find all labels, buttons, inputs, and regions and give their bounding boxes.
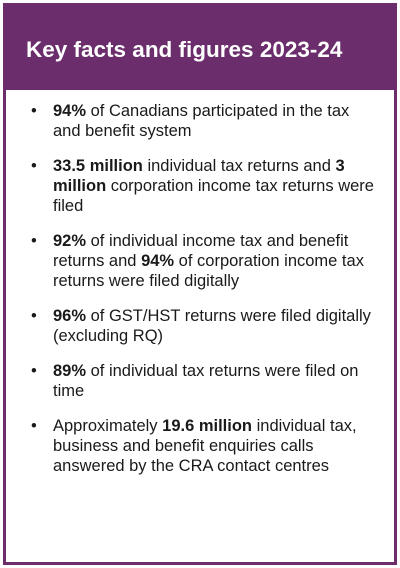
- fact-text: individual tax, business and benefit enq…: [53, 417, 357, 475]
- facts-list: • 94% of Canadians participated in the ta…: [26, 101, 378, 491]
- fact-highlight: 19.6 million: [162, 417, 253, 435]
- bullet-icon: •: [31, 362, 37, 380]
- card-title: Key facts and figures 2023-24: [26, 37, 343, 62]
- fact-item: • 33.5 million individual tax returns and…: [26, 156, 378, 216]
- key-facts-card: Key facts and figures 2023-24 • 94% of Ca…: [3, 3, 397, 565]
- bullet-icon: •: [31, 102, 37, 120]
- bullet-icon: •: [31, 307, 37, 325]
- fact-highlight: 94%: [53, 102, 87, 120]
- fact-highlight: 96%: [53, 307, 87, 325]
- fact-text: of individual income tax and benefit ret…: [53, 232, 349, 270]
- fact-text: Approximately: [53, 417, 163, 435]
- bullet-icon: •: [31, 417, 37, 435]
- fact-item: • 96% of GST/HST returns were filed digit…: [26, 306, 378, 346]
- bullet-icon: •: [31, 232, 37, 250]
- fact-item: • 92% of individual income tax and benefi…: [26, 231, 378, 291]
- fact-highlight: 92%: [53, 232, 87, 250]
- fact-item: • 89% of individual tax returns were file…: [26, 361, 378, 401]
- fact-highlight: 89%: [53, 362, 87, 380]
- fact-text: of individual tax returns were filed on …: [53, 362, 359, 400]
- fact-text: of corporation income tax returns were f…: [53, 252, 364, 290]
- fact-text: corporation income tax returns were file…: [53, 177, 374, 215]
- card-header: Key facts and figures 2023-24: [6, 6, 394, 90]
- fact-item: • 94% of Canadians participated in the ta…: [26, 101, 378, 141]
- fact-text: of GST/HST returns were filed digitally …: [53, 307, 371, 345]
- bullet-icon: •: [31, 157, 37, 175]
- fact-highlight: 94%: [141, 252, 175, 270]
- fact-item: • Approximately 19.6 million individual t…: [26, 416, 378, 476]
- fact-text: of Canadians participated in the tax and…: [53, 102, 350, 140]
- fact-highlight: 3 million: [53, 157, 345, 195]
- fact-text: individual tax returns and: [142, 157, 336, 175]
- fact-highlight: 33.5 million: [53, 157, 143, 175]
